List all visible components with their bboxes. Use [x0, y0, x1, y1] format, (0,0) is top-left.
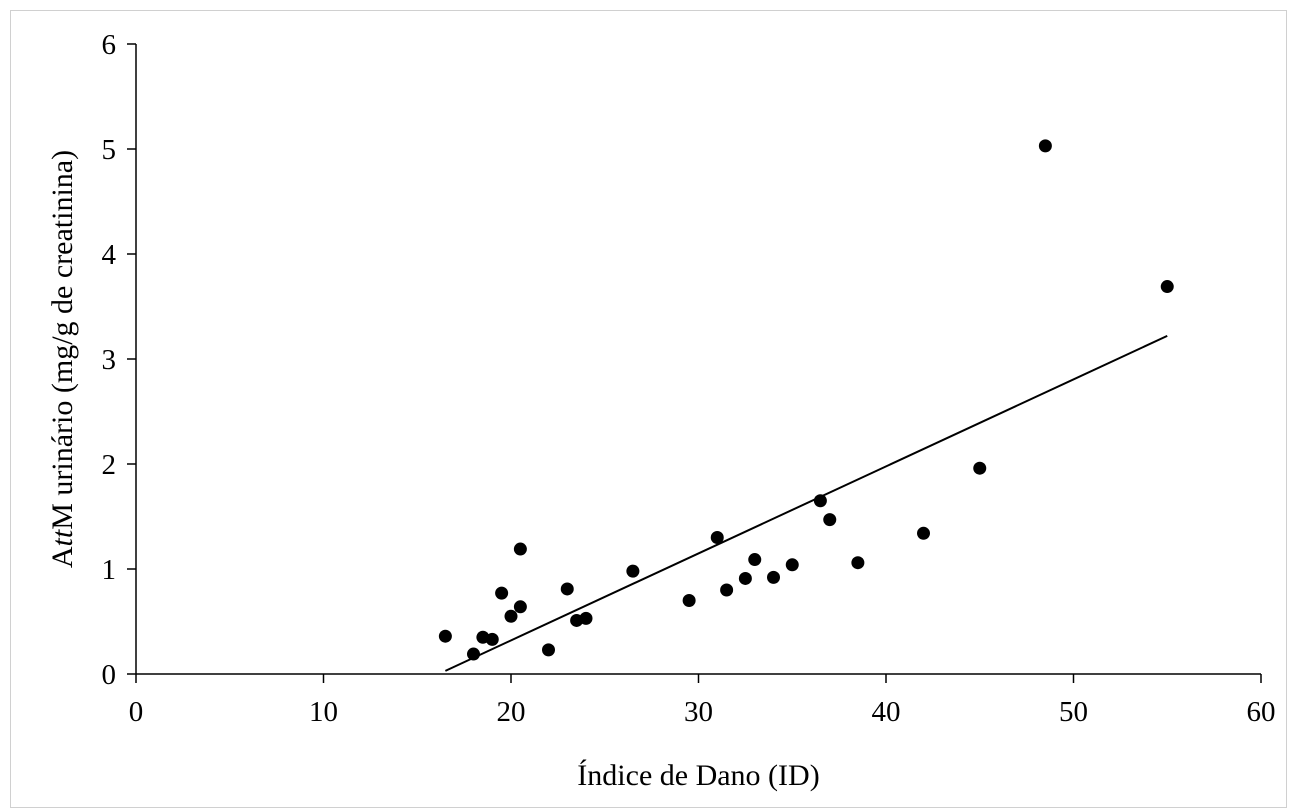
data-point — [495, 586, 509, 600]
data-point — [748, 553, 762, 567]
data-point — [438, 629, 452, 643]
x-ticks: 0 10 20 30 40 50 60 — [129, 674, 1276, 728]
data-point — [738, 571, 752, 585]
x-tick-label: 10 — [309, 696, 338, 728]
x-tick-label: 20 — [497, 696, 526, 728]
data-point — [504, 609, 518, 623]
x-tick-label: 60 — [1247, 696, 1276, 728]
x-tick-label: 30 — [684, 696, 713, 728]
y-tick-label: 0 — [102, 659, 117, 691]
data-point — [467, 647, 480, 661]
trendline-group — [444, 334, 1168, 672]
data-point — [1038, 139, 1052, 153]
data-point — [710, 531, 724, 544]
y-tick-label: 4 — [102, 239, 117, 271]
x-tick-label: 0 — [129, 696, 144, 728]
data-point — [626, 564, 640, 578]
y-axis-title-italic: tt — [46, 529, 79, 546]
data-point — [785, 558, 799, 572]
data-point — [1160, 280, 1174, 294]
y-tick-label: 2 — [102, 449, 117, 481]
data-point — [851, 556, 865, 570]
y-tick-label: 6 — [102, 29, 117, 61]
data-point — [485, 632, 499, 646]
y-tick-label: 1 — [102, 554, 117, 586]
data-point — [682, 594, 696, 607]
data-point — [823, 513, 837, 527]
x-tick-label: 50 — [1059, 696, 1088, 728]
x-tick-label: 40 — [872, 696, 901, 728]
data-point — [813, 494, 827, 508]
axes — [135, 44, 1261, 675]
y-axis-title-prefix: A — [46, 546, 79, 568]
y-tick-label: 3 — [102, 344, 117, 376]
data-point — [513, 542, 527, 556]
data-point — [917, 526, 930, 540]
data-point — [767, 570, 780, 584]
y-axis-title-suffix: M urinário (mg/g de creatinina) — [46, 150, 79, 530]
data-point — [513, 600, 527, 614]
data-point — [720, 583, 734, 597]
data-point — [973, 461, 987, 475]
data-point — [560, 582, 574, 596]
data-points — [438, 139, 1174, 661]
data-point — [542, 643, 555, 657]
x-axis-title: Índice de Dano (ID) — [577, 759, 819, 792]
data-point — [579, 611, 593, 625]
trendline — [444, 334, 1168, 672]
y-ticks: 0 1 2 3 4 5 6 — [102, 29, 136, 691]
y-tick-label: 5 — [102, 134, 117, 166]
y-axis-title: AttM urinário (mg/g de creatinina) — [46, 150, 79, 568]
